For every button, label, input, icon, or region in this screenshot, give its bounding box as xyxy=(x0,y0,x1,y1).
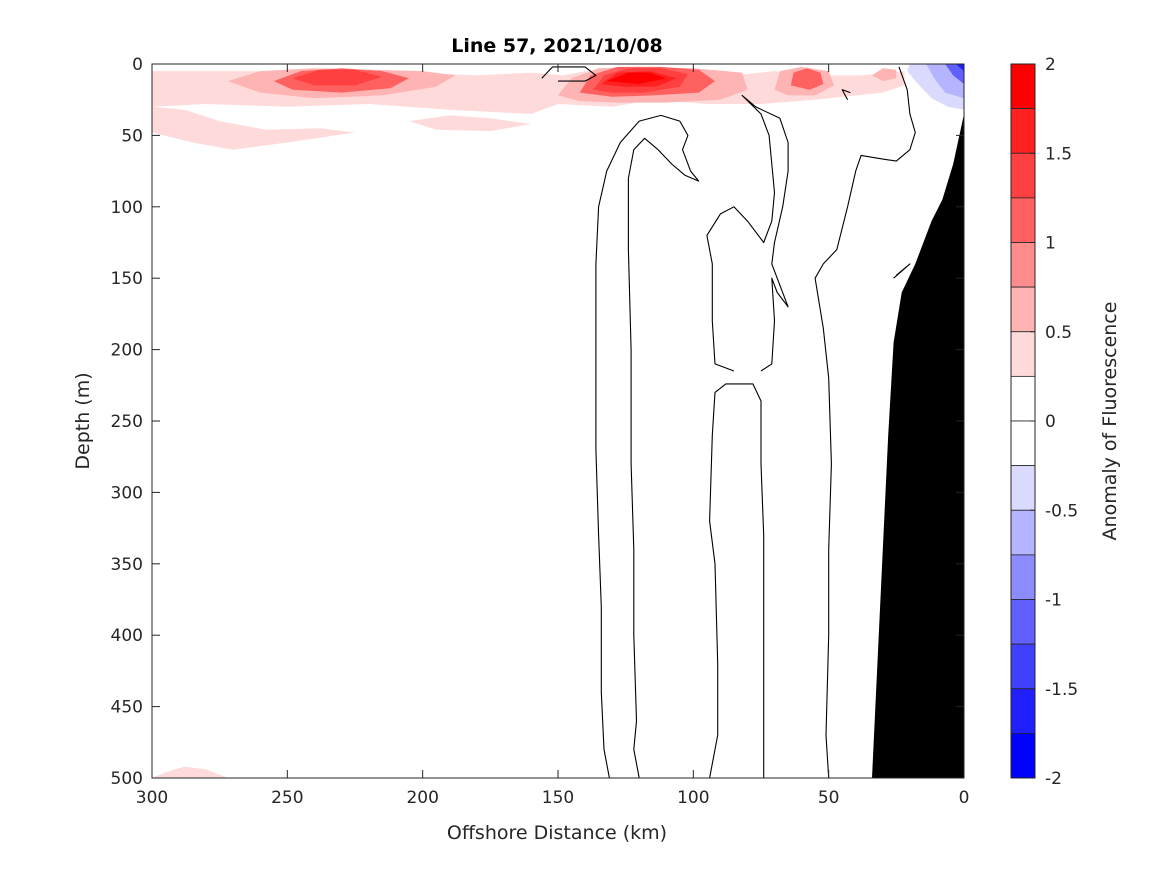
colorbar-swatch xyxy=(1010,242,1036,288)
y-tick-label: 400 xyxy=(111,626,143,646)
x-axis: 300 250 200 150 100 50 0 xyxy=(136,64,970,808)
colorbar-swatch xyxy=(1010,420,1036,467)
x-tick-label: 150 xyxy=(542,788,574,808)
colorbar-swatch xyxy=(1010,197,1036,243)
x-tick-label: 250 xyxy=(271,788,303,808)
y-axis: 0 50 100 150 200 250 300 350 400 450 500 xyxy=(111,55,964,789)
anomaly-region xyxy=(790,68,824,90)
zero-contour-line xyxy=(709,383,765,778)
x-tick-label: 0 xyxy=(959,788,970,808)
colorbar-tick-label: -2 xyxy=(1045,769,1062,789)
anomaly-region xyxy=(606,72,667,84)
y-tick-label: 200 xyxy=(111,341,143,361)
colorbar-tick-label: 1 xyxy=(1045,234,1056,254)
plot-area xyxy=(152,64,964,778)
anomaly-region xyxy=(152,766,228,778)
y-tick-label: 50 xyxy=(121,126,143,146)
colorbar-swatch xyxy=(1010,375,1036,422)
zero-contour-line xyxy=(595,114,700,778)
zero-contour-line xyxy=(893,263,911,279)
zero-contour-line xyxy=(706,94,789,372)
zero-contour-line xyxy=(814,66,916,778)
contour-lines xyxy=(541,66,916,778)
colorbar-swatch xyxy=(1010,286,1036,333)
colorbar-tick-label: 1.5 xyxy=(1045,144,1072,164)
y-tick-label: 450 xyxy=(111,698,143,718)
y-tick-label: 250 xyxy=(111,412,143,432)
x-tick-label: 100 xyxy=(677,788,709,808)
y-tick-label: 350 xyxy=(111,555,143,575)
plot-background xyxy=(152,64,964,778)
anomaly-region xyxy=(955,64,964,72)
colorbar-swatch xyxy=(1010,509,1036,556)
colorbar-swatch xyxy=(1010,108,1036,154)
colorbar-tick-label: -0.5 xyxy=(1045,501,1078,521)
colorbar-swatch xyxy=(1010,554,1036,600)
colorbar-swatch xyxy=(1010,688,1036,734)
zero-contour-line xyxy=(541,66,597,82)
colorbar-swatch xyxy=(1010,732,1036,779)
colorbar-swatch xyxy=(1010,643,1036,690)
seafloor-bathymetry xyxy=(872,114,964,778)
anomaly-region xyxy=(292,69,383,86)
zero-contour-line xyxy=(841,89,851,100)
anomaly-region xyxy=(409,115,531,132)
x-tick-label: 300 xyxy=(136,788,168,808)
y-tick-label: 150 xyxy=(111,269,143,289)
colorbar-tick-label: -1.5 xyxy=(1045,680,1078,700)
colorbar-tick-label: 2 xyxy=(1045,55,1056,75)
colorbar-tick-label: -1 xyxy=(1045,591,1062,611)
colorbar-swatch xyxy=(1010,63,1036,110)
anomaly-region xyxy=(872,68,897,82)
y-tick-label: 500 xyxy=(111,769,143,789)
colorbar-tick-label: 0.5 xyxy=(1045,323,1072,343)
y-tick-label: 100 xyxy=(111,198,143,218)
colorbar-swatch xyxy=(1010,152,1036,199)
y-axis-label: Depth (m) xyxy=(72,372,94,469)
chart-title: Line 57, 2021/10/08 xyxy=(451,35,663,57)
colorbar-swatch xyxy=(1010,599,1036,645)
colorbar-swatch xyxy=(1010,465,1036,511)
y-tick-label: 300 xyxy=(111,483,143,503)
colorbar: 2 1.5 1 0.5 0 -0.5 -1 -1.5 -2 xyxy=(1010,55,1078,789)
anomaly-region xyxy=(152,106,355,150)
colorbar-swatch xyxy=(1010,331,1036,377)
x-axis-label: Offshore Distance (km) xyxy=(447,822,667,844)
x-tick-label: 200 xyxy=(406,788,438,808)
bathymetry-layer xyxy=(872,114,964,778)
x-tick-label: 50 xyxy=(818,788,840,808)
anomaly-region xyxy=(945,64,964,84)
colorbar-tick-label: 0 xyxy=(1045,412,1056,432)
colorbar-label: Anomaly of Fluorescence xyxy=(1099,302,1121,541)
y-tick-label: 0 xyxy=(132,55,143,75)
